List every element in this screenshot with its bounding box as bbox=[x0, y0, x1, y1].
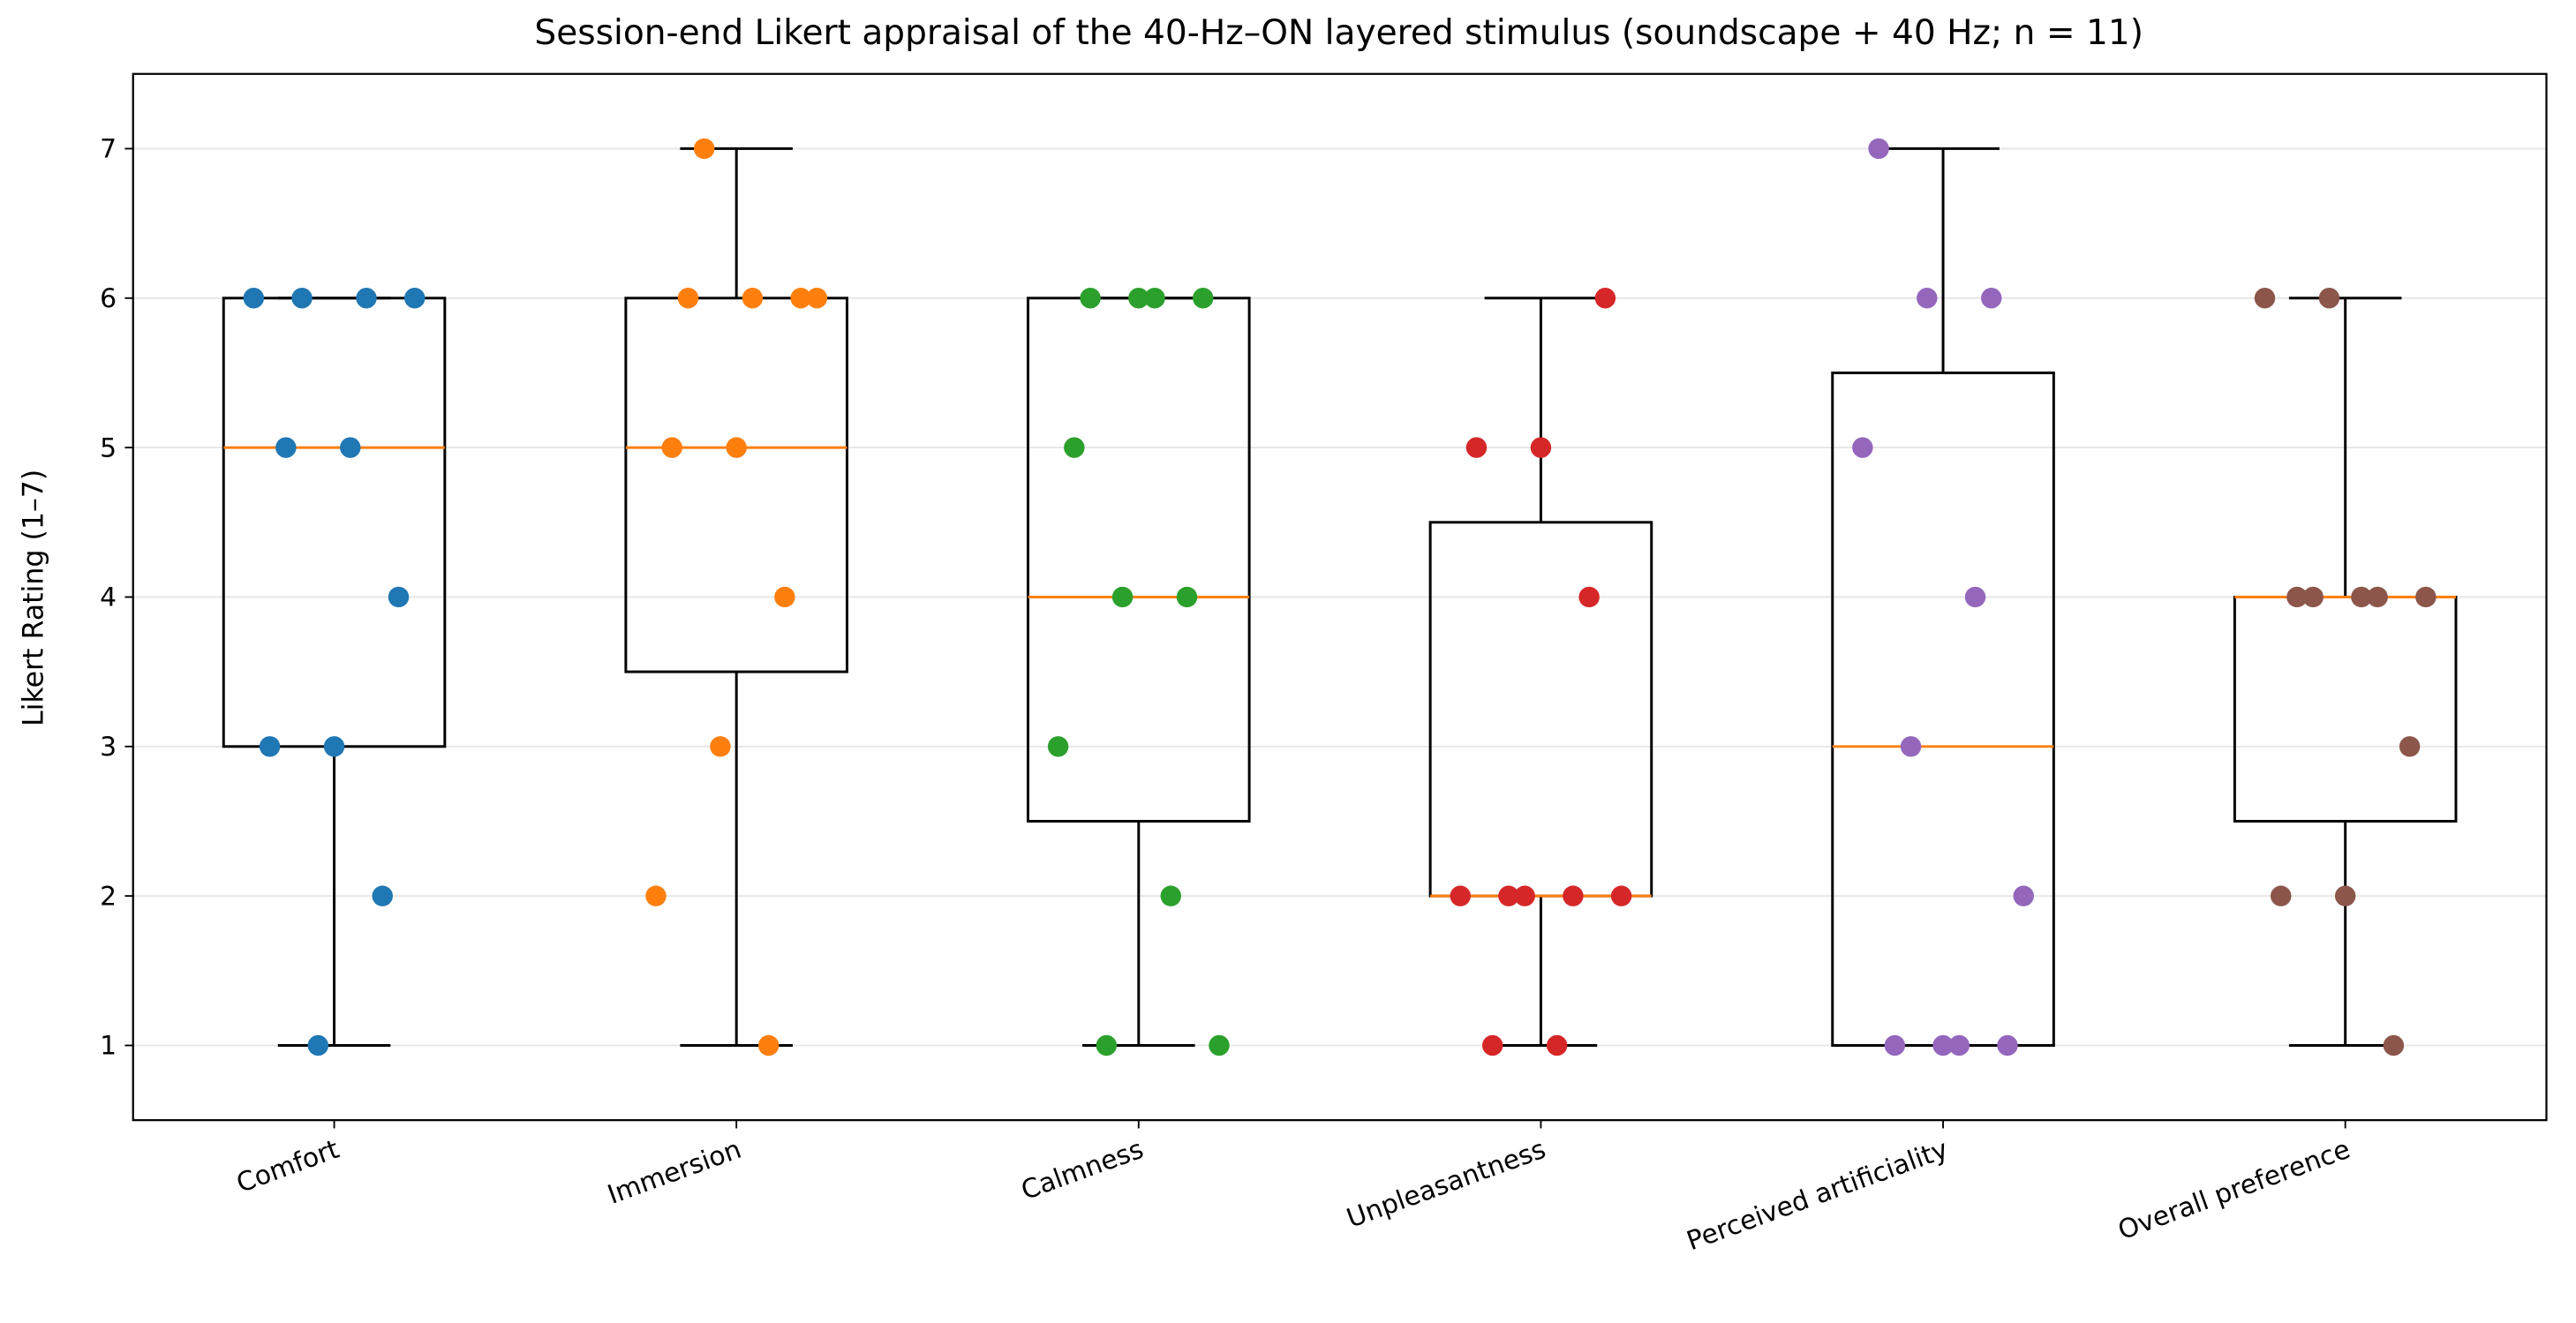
data-point bbox=[2013, 885, 2034, 906]
data-point bbox=[1917, 288, 1938, 309]
data-point bbox=[1047, 736, 1069, 757]
data-point bbox=[2383, 1034, 2405, 1056]
data-point bbox=[1610, 885, 1632, 906]
box bbox=[624, 297, 848, 673]
data-point bbox=[742, 288, 764, 309]
data-point bbox=[1578, 586, 1600, 608]
data-point bbox=[1096, 1034, 1118, 1056]
data-point bbox=[1450, 885, 1471, 906]
data-point bbox=[710, 736, 731, 757]
data-point bbox=[2286, 586, 2308, 608]
data-point bbox=[243, 288, 265, 309]
y-axis-label: Likert Rating (1–7) bbox=[18, 470, 49, 726]
data-point bbox=[1080, 288, 1101, 309]
data-point bbox=[1997, 1034, 2018, 1056]
data-point bbox=[677, 288, 699, 309]
data-point bbox=[1948, 1034, 1970, 1056]
data-point bbox=[340, 437, 361, 458]
data-point bbox=[1498, 885, 1519, 906]
data-point bbox=[1465, 437, 1488, 458]
data-point bbox=[388, 586, 410, 608]
x-tick-label: Overall preference bbox=[2114, 1134, 2354, 1247]
data-point bbox=[1514, 885, 1535, 906]
data-point bbox=[2367, 586, 2388, 608]
data-point bbox=[1900, 736, 1922, 757]
data-point bbox=[693, 138, 715, 160]
data-point bbox=[1160, 885, 1182, 906]
data-point bbox=[356, 288, 377, 309]
chart-title: Session-end Likert appraisal of the 40-H… bbox=[534, 13, 2143, 53]
data-point bbox=[2254, 288, 2276, 309]
y-tick-label: 6 bbox=[100, 283, 117, 314]
data-point bbox=[1932, 1034, 1954, 1056]
x-tick-label: Calmness bbox=[1017, 1134, 1148, 1206]
data-point bbox=[307, 1034, 329, 1056]
data-point bbox=[2351, 586, 2372, 608]
data-point bbox=[1176, 586, 1198, 608]
data-point bbox=[774, 586, 795, 608]
data-point bbox=[1546, 1034, 1568, 1056]
y-tick-label: 7 bbox=[100, 134, 117, 165]
data-point bbox=[2334, 885, 2356, 906]
y-tick-label: 3 bbox=[100, 732, 117, 763]
data-point bbox=[645, 885, 667, 906]
x-tick-label: Unpleasantness bbox=[1343, 1134, 1550, 1235]
data-point bbox=[2302, 586, 2324, 608]
data-point bbox=[1964, 586, 1986, 608]
x-tick-label: Immersion bbox=[604, 1134, 746, 1211]
data-point bbox=[1111, 586, 1134, 608]
data-point bbox=[2415, 586, 2437, 608]
data-point bbox=[1563, 885, 1584, 906]
data-point bbox=[291, 288, 313, 309]
data-point bbox=[1530, 437, 1552, 458]
x-tick-label: Perceived artificiality bbox=[1683, 1134, 1952, 1258]
data-point bbox=[1868, 138, 1889, 160]
data-point bbox=[1481, 1034, 1503, 1056]
data-point bbox=[1209, 1034, 1230, 1056]
data-point bbox=[1981, 288, 2002, 309]
y-tick-label: 4 bbox=[100, 583, 117, 613]
data-point bbox=[323, 736, 345, 757]
data-point bbox=[1193, 288, 1214, 309]
y-tick-label: 1 bbox=[100, 1031, 117, 1062]
box bbox=[1428, 521, 1653, 898]
x-tick-label: Comfort bbox=[232, 1134, 343, 1199]
data-point bbox=[1884, 1034, 1906, 1056]
box bbox=[1831, 371, 2055, 1047]
data-point bbox=[404, 288, 426, 309]
y-tick-label: 2 bbox=[100, 881, 117, 912]
box bbox=[222, 297, 447, 748]
data-point bbox=[372, 885, 393, 906]
data-point bbox=[2271, 885, 2292, 906]
data-point bbox=[790, 288, 811, 309]
data-point bbox=[757, 1034, 780, 1056]
box bbox=[2233, 595, 2458, 823]
data-point bbox=[806, 288, 828, 309]
data-point bbox=[1128, 288, 1149, 309]
plot-frame bbox=[132, 72, 2548, 1122]
data-point bbox=[661, 437, 682, 458]
data-point bbox=[2318, 288, 2340, 309]
data-point bbox=[726, 437, 747, 458]
data-point bbox=[2399, 736, 2421, 757]
data-point bbox=[1144, 288, 1165, 309]
data-point bbox=[1852, 437, 1873, 458]
data-point bbox=[275, 437, 297, 458]
data-point bbox=[1594, 288, 1616, 309]
y-tick-label: 5 bbox=[100, 432, 117, 463]
data-point bbox=[1064, 437, 1085, 458]
data-point bbox=[259, 736, 281, 757]
